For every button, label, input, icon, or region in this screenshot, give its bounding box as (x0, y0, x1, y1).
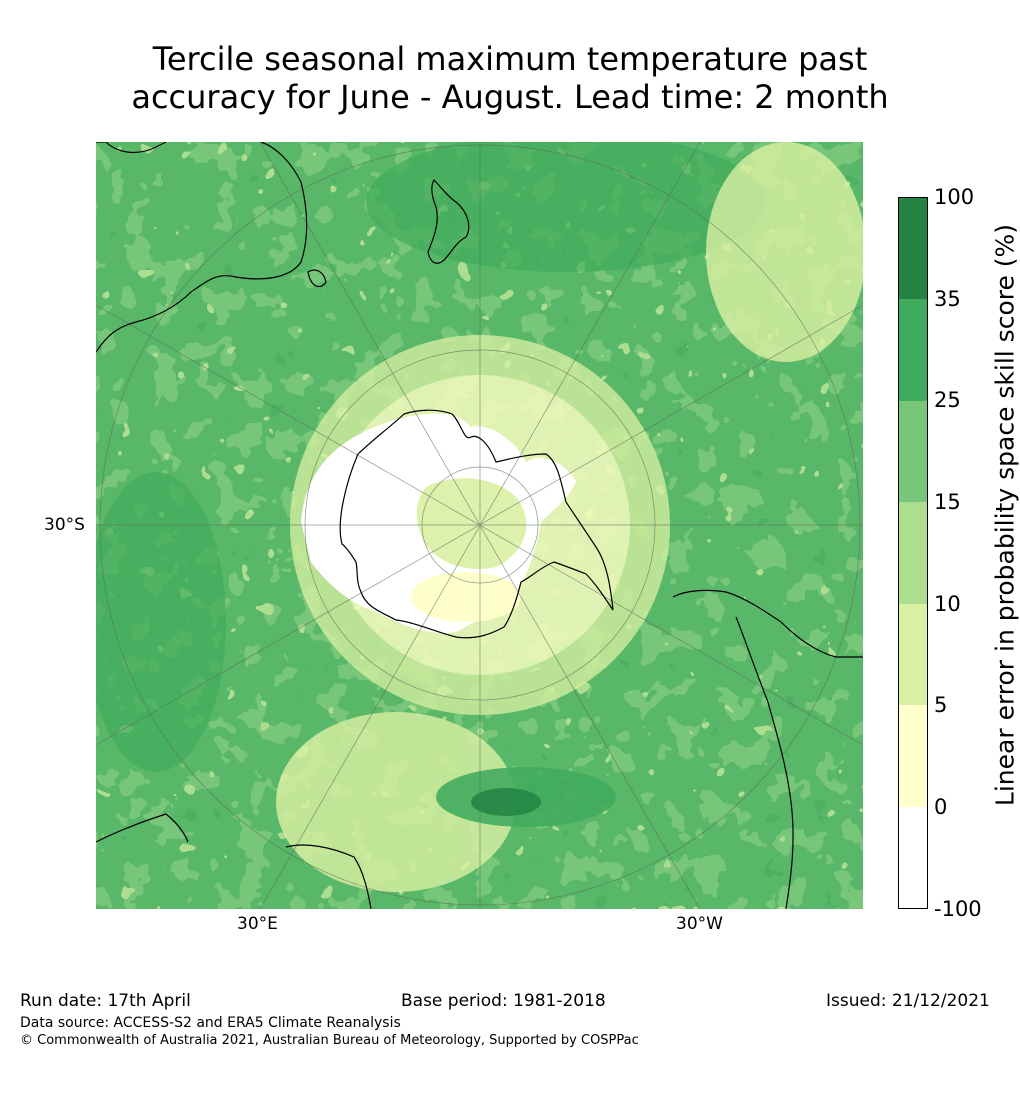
tasmania-coastline (307, 269, 327, 288)
map-panel (96, 142, 863, 909)
latitude-label-30s: 30°S (44, 515, 85, 535)
copyright-notice: © Commonwealth of Australia 2021, Austra… (20, 1033, 639, 1048)
colorbar-tick: 0 (934, 795, 948, 819)
colorbar-tick: 15 (934, 490, 961, 514)
title-line-1: Tercile seasonal maximum temperature pas… (152, 40, 868, 78)
colorbar-tick: 100 (934, 185, 975, 209)
south-darkest-band (471, 788, 541, 816)
new-zealand-coastline (427, 179, 470, 264)
colorbar-tick: 25 (934, 388, 961, 412)
longitude-label-30w: 30°W (676, 914, 723, 934)
coastlines (96, 142, 863, 909)
colorbar-bin-15-25 (899, 401, 927, 502)
antarctica-coastline (339, 409, 614, 639)
colorbar-bin-5-10 (899, 604, 927, 705)
colorbar-tick: -100 (934, 897, 982, 921)
south-america-coastline (672, 589, 863, 909)
west-dark-region (96, 472, 226, 772)
colorbar-bin-25-35 (899, 299, 927, 401)
title-line-2: accuracy for June - August. Lead time: 2… (131, 78, 889, 116)
data-source: Data source: ACCESS-S2 and ERA5 Climate … (20, 1015, 401, 1031)
southwest-light-region (276, 712, 516, 892)
colorbar-tick: 5 (934, 693, 948, 717)
longitude-label-30e: 30°E (237, 914, 278, 934)
colorbar-label: Linear error in probability space skill … (990, 223, 1020, 807)
east-light-region (706, 142, 863, 362)
colorbar-tick: 35 (934, 287, 961, 311)
base-period: Base period: 1981-2018 (401, 991, 606, 1011)
central-light-patch (416, 478, 527, 570)
pole-yellow-area (411, 572, 521, 622)
colorbar-bin-0-5 (899, 705, 927, 807)
colorbar (898, 197, 928, 909)
colorbar-tick: 10 (934, 592, 961, 616)
africa-coastline (96, 813, 372, 909)
australia-coastline (96, 142, 308, 353)
colorbar-bin-neg100-0 (899, 807, 927, 908)
run-date: Run date: 17th April (20, 991, 191, 1011)
skill-score-map (96, 142, 863, 909)
colorbar-bin-35-100 (899, 198, 927, 299)
north-dark-region (366, 142, 766, 272)
issued-date: Issued: 21/12/2021 (826, 991, 990, 1011)
graticule (96, 142, 863, 909)
colorbar-bin-10-15 (899, 502, 927, 604)
chart-title: Tercile seasonal maximum temperature pas… (0, 40, 1020, 116)
